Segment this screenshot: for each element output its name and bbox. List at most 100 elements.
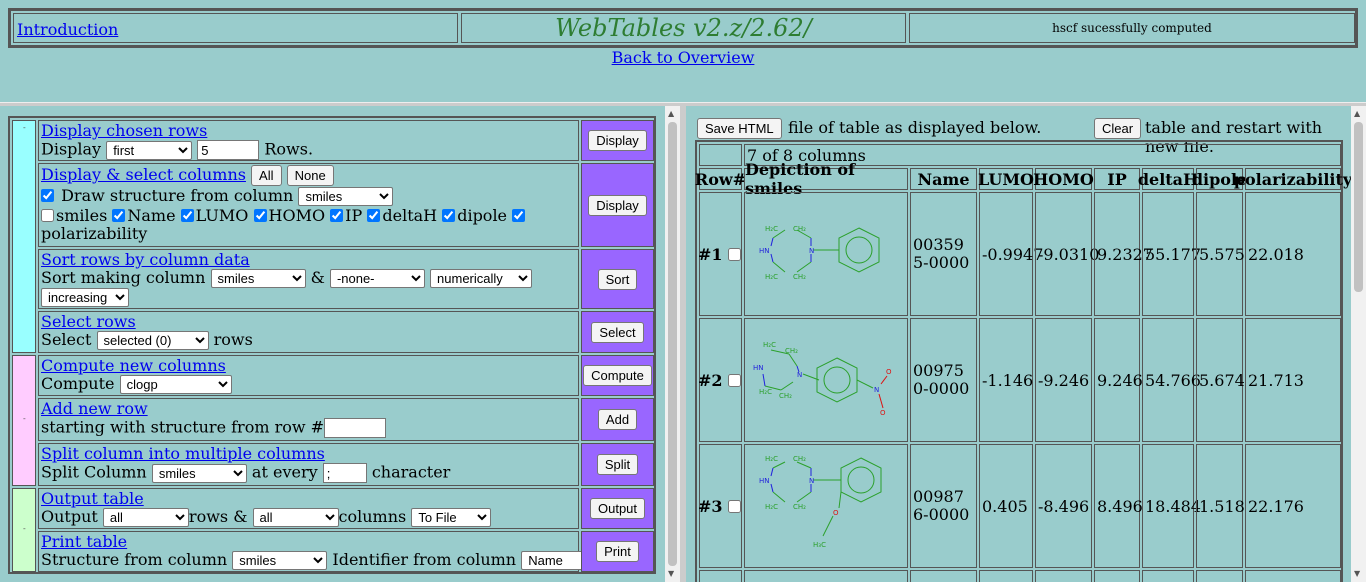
column-checkbox-name[interactable]	[112, 209, 126, 222]
print-structure-label: Structure from column	[41, 550, 228, 569]
draw-column-select[interactable]: smiles	[298, 187, 394, 206]
scroll-up-arrow-icon[interactable]: ▲	[1354, 109, 1361, 118]
split-button[interactable]: Split	[596, 454, 639, 475]
split-column-link[interactable]: Split column into multiple columns	[41, 444, 325, 463]
left-scroll-thumb[interactable]	[668, 122, 677, 566]
svg-text:H₂C: H₂C	[759, 388, 772, 396]
print-button[interactable]: Print	[596, 541, 639, 562]
results-table: 7 of 8 columns Row# Depiction of smiles …	[695, 140, 1351, 582]
display-select-columns-link[interactable]: Display & select columns	[41, 165, 246, 184]
header-name: Name	[910, 168, 977, 190]
row-select-checkbox[interactable]	[728, 373, 742, 387]
print-structure-select[interactable]: smiles	[232, 551, 328, 570]
header-depiction: Depiction of smiles	[744, 160, 908, 198]
table-row-number: #2	[698, 318, 742, 442]
compute-new-columns-link[interactable]: Compute new columns	[41, 356, 226, 375]
output-rows-label: rows &	[188, 507, 248, 526]
svg-text:CH₂: CH₂	[785, 347, 798, 355]
column-checkbox-smiles[interactable]	[41, 209, 54, 222]
header-polarizability: polarizability	[1234, 168, 1351, 190]
output-cols-select[interactable]: all	[252, 508, 339, 527]
compute-button[interactable]: Compute	[583, 365, 652, 386]
header-table: Introduction WebTables v2.z/2.62/ hscf s…	[8, 8, 1358, 48]
homo-cell: -9.246	[1035, 318, 1092, 442]
dipole-cell: 1.518	[1196, 444, 1245, 568]
header-dipole: dipole	[1192, 168, 1247, 190]
column-checkbox-homo[interactable]	[253, 209, 267, 222]
output-button[interactable]: Output	[589, 498, 646, 519]
display-count-input[interactable]	[197, 140, 260, 160]
right-scroll-thumb[interactable]	[1354, 122, 1363, 292]
display-mode-select[interactable]: first	[106, 140, 193, 160]
compute-action: Compute	[581, 355, 654, 396]
deltah-value: 18.484	[1145, 496, 1201, 516]
polarizability-cell: 22.018	[1245, 192, 1341, 316]
add-row-input[interactable]	[324, 418, 387, 438]
draw-structure-checkbox[interactable]	[41, 189, 54, 202]
table-row-number: #3	[698, 444, 742, 568]
sort-amp: &	[310, 268, 325, 287]
split-char-input[interactable]	[322, 463, 367, 483]
sort-rows-link[interactable]: Sort rows by column data	[41, 250, 250, 269]
compute-select[interactable]: clogp	[119, 375, 232, 394]
output-dest-select[interactable]: To File	[411, 508, 492, 527]
sort-button[interactable]: Sort	[597, 268, 638, 290]
svg-text:H₂C: H₂C	[763, 341, 776, 349]
display-rows-button[interactable]: Display	[588, 130, 647, 151]
display-chosen-rows-link[interactable]: Display chosen rows	[41, 121, 208, 140]
sort-order-select[interactable]: increasing	[41, 288, 129, 307]
lumo-cell: -1.146	[979, 318, 1033, 442]
column-checkbox-deltah[interactable]	[367, 209, 381, 222]
sort-column-select[interactable]: smiles	[210, 269, 306, 288]
select-suffix: rows	[213, 330, 253, 349]
svg-text:CH₂: CH₂	[793, 225, 806, 233]
select-button[interactable]: Select	[591, 321, 644, 343]
column-checkbox-dipole[interactable]	[442, 209, 456, 222]
table-row-partial	[744, 570, 908, 582]
select-rows-link[interactable]: Select rows	[41, 312, 136, 331]
display-columns-button[interactable]: Display	[588, 194, 647, 216]
print-table-link[interactable]: Print table	[41, 532, 128, 551]
sort-method-select[interactable]: numerically	[430, 269, 533, 288]
header-text: dipole	[1191, 169, 1248, 189]
back-to-overview-link[interactable]: Back to Overview	[611, 48, 755, 67]
molecule-depiction: H₂C CH₂ HN N H₂C CH₂ O H₃C	[759, 455, 882, 549]
name-cell: 009876-0000	[910, 444, 977, 568]
add-button[interactable]: Add	[597, 409, 638, 430]
introduction-link[interactable]: Introduction	[17, 20, 119, 39]
name-value: 003595-0000	[913, 235, 970, 272]
header-lumo: LUMO	[978, 168, 1034, 190]
split-column-select[interactable]: smiles	[151, 463, 247, 483]
clear-button[interactable]: Clear	[1094, 118, 1142, 139]
output-rows-select[interactable]: all	[102, 508, 189, 527]
save-html-button[interactable]: Save HTML	[697, 118, 782, 139]
display-label: Display	[41, 139, 102, 159]
frame-border[interactable]	[680, 106, 686, 582]
row-select-checkbox[interactable]	[728, 499, 742, 513]
scroll-up-arrow-icon[interactable]: ▲	[668, 109, 675, 118]
display-rows-cell: Display chosen rows Display first Rows.	[38, 120, 579, 161]
header-cell-intro: Introduction	[13, 13, 458, 43]
output-table-link[interactable]: Output table	[41, 489, 144, 508]
column-checkbox-list: smiles Name LUMO HOMO IP deltaH dipole p…	[41, 207, 576, 243]
table-frame: Save HTML file of table as displayed bel…	[686, 106, 1351, 582]
sort-second-select[interactable]: -none-	[329, 269, 425, 288]
select-rows-select[interactable]: selected (0)	[96, 331, 209, 350]
deltah-cell: 54.766	[1142, 318, 1201, 442]
right-scrollbar[interactable]: ▲ ▼	[1351, 106, 1366, 582]
draw-structure-label: Draw structure from column	[61, 186, 294, 205]
left-scrollbar[interactable]: ▲ ▼	[665, 106, 680, 582]
column-checkbox-lumo[interactable]	[180, 209, 194, 222]
scroll-down-arrow-icon[interactable]: ▼	[668, 569, 675, 578]
scroll-down-arrow-icon[interactable]: ▼	[1354, 569, 1361, 578]
display-rows-action: Display	[581, 120, 654, 161]
all-columns-button[interactable]: All	[251, 165, 282, 186]
column-checkbox-polarizability[interactable]	[512, 209, 526, 222]
add-new-row-link[interactable]: Add new row	[41, 399, 148, 418]
ip-cell: 9.2327	[1094, 192, 1153, 316]
none-columns-button[interactable]: None	[286, 165, 334, 186]
frame-divider	[0, 102, 1366, 106]
row-select-checkbox[interactable]	[728, 247, 742, 261]
add-row-action: Add	[581, 398, 654, 441]
column-checkbox-ip[interactable]	[330, 209, 344, 222]
